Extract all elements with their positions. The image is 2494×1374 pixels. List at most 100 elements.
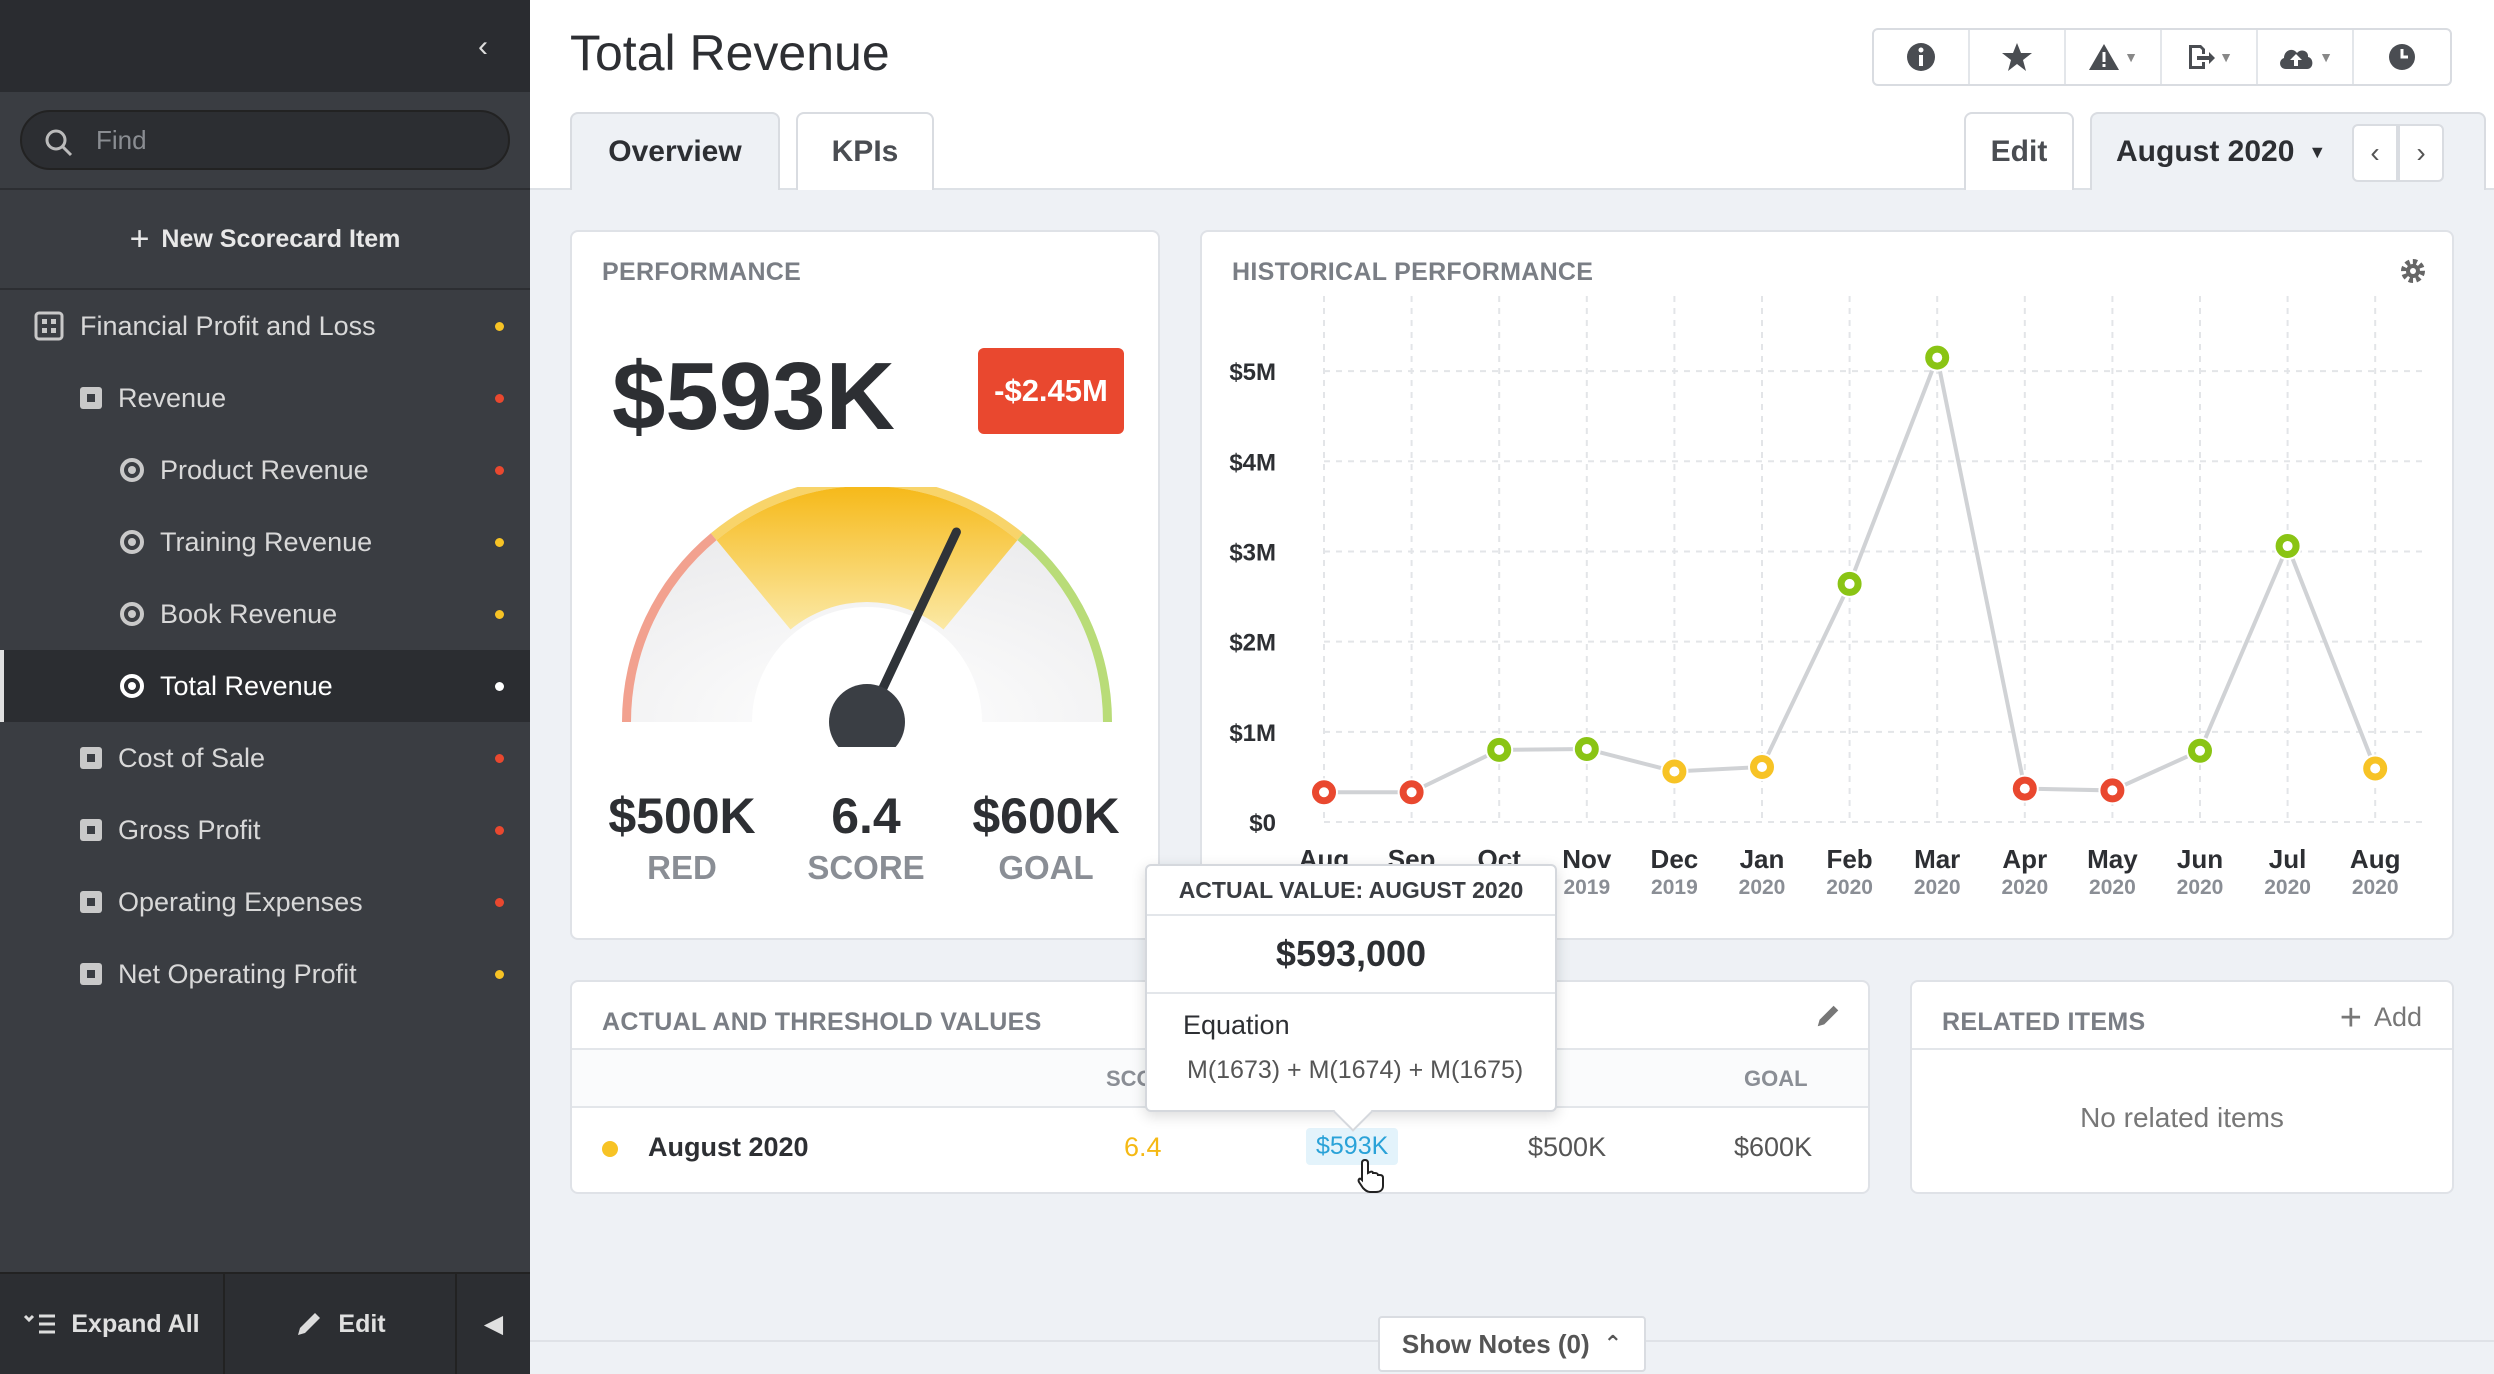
x-tick-year: 2020 [2177, 876, 2224, 899]
sidebar-item-net-operating-profit[interactable]: Net Operating Profit [0, 938, 530, 1010]
data-point-center [1494, 744, 1505, 755]
x-tick-month: Aug [2350, 844, 2401, 874]
data-point-center [2282, 541, 2293, 552]
expand-all-icon [24, 1314, 56, 1334]
x-tick-year: 2020 [2089, 876, 2136, 899]
clock-icon [2389, 44, 2415, 70]
objective-icon [80, 747, 102, 769]
favorite-button[interactable] [1970, 30, 2066, 84]
add-related-button[interactable]: + Add [2340, 999, 2422, 1037]
sidebar-header: ‹ [0, 0, 530, 92]
row-actual-value[interactable]: $593K [1306, 1128, 1399, 1165]
period-label: August 2020 [2116, 135, 2295, 168]
sidebar-item-financial-profit-and-loss[interactable]: Financial Profit and Loss [0, 290, 530, 362]
show-notes-button[interactable]: Show Notes (0) ⌃ [1378, 1316, 1646, 1372]
variance-badge: -$2.45M [978, 348, 1124, 434]
expand-all-button[interactable]: Expand All [0, 1274, 225, 1374]
period-dropdown[interactable]: August 2020 ▼ [2092, 135, 2326, 169]
goal-label: GOAL [998, 849, 1094, 886]
data-point-center [1844, 578, 1855, 589]
red-threshold-value: $500K [608, 788, 756, 844]
goal-value: $600K [972, 788, 1120, 844]
edit-pencil-icon[interactable] [1814, 1002, 1842, 1030]
x-tick-year: 2019 [1563, 876, 1610, 899]
sidebar-item-product-revenue[interactable]: Product Revenue [0, 434, 530, 506]
score-value: 6.4 [831, 788, 901, 844]
cloud-button[interactable]: ▼ [2258, 30, 2354, 84]
search-box[interactable] [20, 110, 510, 170]
edit-button[interactable]: Edit [1964, 112, 2074, 190]
sidebar-item-book-revenue[interactable]: Book Revenue [0, 578, 530, 650]
status-dot [495, 466, 504, 475]
alert-button[interactable]: ▼ [2066, 30, 2162, 84]
collapse-left-icon[interactable]: ◀ [483, 1310, 504, 1338]
sidebar-item-label: Product Revenue [160, 454, 369, 485]
row-red-value: $500K [1528, 1132, 1607, 1162]
sidebar-edit-button[interactable]: Edit [225, 1274, 457, 1374]
x-tick-year: 2019 [1651, 876, 1698, 899]
history-button[interactable] [2354, 30, 2450, 84]
plus-icon: + [129, 219, 150, 258]
gauge-hub [829, 684, 905, 747]
x-tick-month: Nov [1562, 844, 1612, 874]
chevron-down-icon: ▼ [2319, 49, 2333, 65]
y-tick-label: $5M [1229, 359, 1276, 386]
x-tick-month: Dec [1651, 844, 1699, 874]
sidebar-item-total-revenue[interactable]: Total Revenue [0, 650, 530, 722]
star-icon [2002, 43, 2032, 71]
chevron-left-icon: ‹ [2370, 137, 2380, 168]
sidebar-item-label: Financial Profit and Loss [80, 310, 376, 341]
data-point-center [1319, 787, 1329, 798]
objective-icon [80, 819, 102, 841]
sidebar-item-revenue[interactable]: Revenue [0, 362, 530, 434]
gauge-yellow-zone [716, 487, 1018, 630]
tab-overview[interactable]: Overview [570, 112, 780, 190]
measure-icon [120, 530, 144, 554]
performance-title: PERFORMANCE [602, 258, 802, 286]
x-tick-month: Mar [1914, 844, 1960, 874]
collapse-sidebar-icon[interactable]: ‹ [478, 30, 488, 63]
x-tick-year: 2020 [2001, 876, 2048, 899]
expand-all-label: Expand All [71, 1309, 200, 1338]
page-title: Total Revenue [570, 25, 890, 81]
status-dot [495, 394, 504, 403]
red-threshold: $500K RED [592, 787, 772, 887]
tooltip-value: $593,000 [1147, 916, 1555, 994]
x-tick-year: 2020 [2352, 876, 2399, 899]
related-items-card: RELATED ITEMS + Add No related items [1910, 980, 2454, 1194]
sidebar-item-training-revenue[interactable]: Training Revenue [0, 506, 530, 578]
sidebar-footer: Expand All Edit ◀ [0, 1272, 530, 1374]
data-point-center [1581, 743, 1592, 754]
score-label: SCORE [807, 849, 925, 886]
measure-icon [120, 602, 144, 626]
next-period-button[interactable]: › [2398, 124, 2444, 182]
tooltip-equation: M(1673) + M(1674) + M(1675) [1187, 1056, 1524, 1084]
goal: $600K GOAL [956, 787, 1136, 887]
values-title: ACTUAL AND THRESHOLD VALUES [602, 1008, 1042, 1036]
sidebar-item-gross-profit[interactable]: Gross Profit [0, 794, 530, 866]
new-scorecard-item-button[interactable]: + New Scorecard Item [0, 190, 530, 290]
y-tick-label: $3M [1229, 539, 1276, 566]
performance-card: PERFORMANCE $593K -$2.45M $500K RED 6.4 … [570, 230, 1160, 940]
edit-label: Edit [1990, 135, 2048, 168]
sidebar-item-cost-of-sale[interactable]: Cost of Sale [0, 722, 530, 794]
previous-period-button[interactable]: ‹ [2352, 124, 2398, 182]
export-button[interactable]: ▼ [2162, 30, 2258, 84]
cloud-upload-icon [2280, 49, 2313, 69]
x-tick-year: 2020 [1826, 876, 1873, 899]
scorecard-icon [34, 311, 64, 341]
tab-kpis[interactable]: KPIs [796, 112, 934, 190]
warning-icon [2089, 44, 2120, 70]
data-point-center [2019, 783, 2030, 794]
historical-line-chart: $0$1M$2M$3M$4M$5MAug2019Sep2019Oct2019No… [1229, 296, 2426, 899]
objective-icon [80, 963, 102, 985]
settings-gear-icon[interactable] [2398, 256, 2428, 286]
chevron-down-icon: ▼ [2124, 49, 2138, 65]
data-point-center [1669, 766, 1680, 777]
x-tick-month: Jul [2269, 844, 2307, 874]
sidebar-item-operating-expenses[interactable]: Operating Expenses [0, 866, 530, 938]
row-goal-value: $600K [1734, 1132, 1813, 1162]
tab-overview-label: Overview [608, 135, 742, 168]
info-button[interactable] [1874, 30, 1970, 84]
search-input[interactable] [96, 122, 496, 158]
